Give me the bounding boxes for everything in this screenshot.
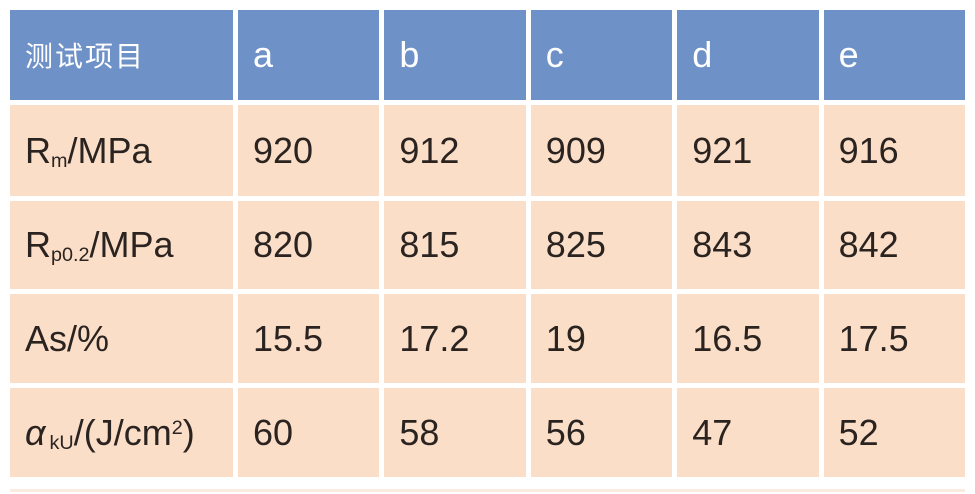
header-label-b: b — [399, 34, 420, 75]
data-cell-aku-a: 60 — [238, 388, 380, 477]
data-cell-rm-c: 909 — [530, 105, 673, 196]
data-cell-rm-a: 920 — [238, 105, 380, 196]
data-cell-rp02-a: 820 — [238, 201, 380, 289]
data-cell-rp02-c: 825 — [530, 201, 673, 289]
header-label-e: e — [838, 34, 859, 75]
header-cell-a: a — [238, 10, 380, 100]
data-cell-aku-e: 52 — [823, 388, 965, 477]
data-cell-as-c: 19 — [530, 294, 673, 383]
data-cell-as-d: 16.5 — [677, 294, 819, 383]
data-cell-rp02-e: 842 — [823, 201, 965, 289]
header-cell-c: c — [530, 10, 673, 100]
header-cell-test-item: 测试项目 — [10, 10, 233, 100]
row-label-rm: Rm/MPa — [10, 105, 233, 196]
test-results-table: 测试项目 a b c d e Rm/MPa 920 912 909 921 91… — [10, 10, 965, 477]
header-cell-e: e — [823, 10, 965, 100]
data-cell-rm-d: 921 — [677, 105, 819, 196]
data-cell-rm-e: 916 — [823, 105, 965, 196]
header-label-test-item: 测试项目 — [25, 41, 146, 72]
header-label-d: d — [692, 34, 713, 75]
row-label-rp02: Rp0.2/MPa — [10, 201, 233, 289]
data-cell-as-e: 17.5 — [823, 294, 965, 383]
data-cell-aku-c: 56 — [530, 388, 673, 477]
data-cell-as-b: 17.2 — [384, 294, 526, 383]
header-label-c: c — [545, 34, 564, 75]
cropped-next-row-sliver — [10, 489, 965, 492]
header-cell-d: d — [677, 10, 819, 100]
data-cell-as-a: 15.5 — [238, 294, 380, 383]
data-cell-rp02-b: 815 — [384, 201, 526, 289]
data-cell-aku-b: 58 — [384, 388, 526, 477]
data-cell-aku-d: 47 — [677, 388, 819, 477]
row-label-aku: α kU/(J/cm2) — [10, 388, 233, 477]
data-cell-rm-b: 912 — [384, 105, 526, 196]
row-label-as: As/% — [10, 294, 233, 383]
header-cell-b: b — [384, 10, 526, 100]
header-label-a: a — [253, 34, 274, 75]
data-cell-rp02-d: 843 — [677, 201, 819, 289]
